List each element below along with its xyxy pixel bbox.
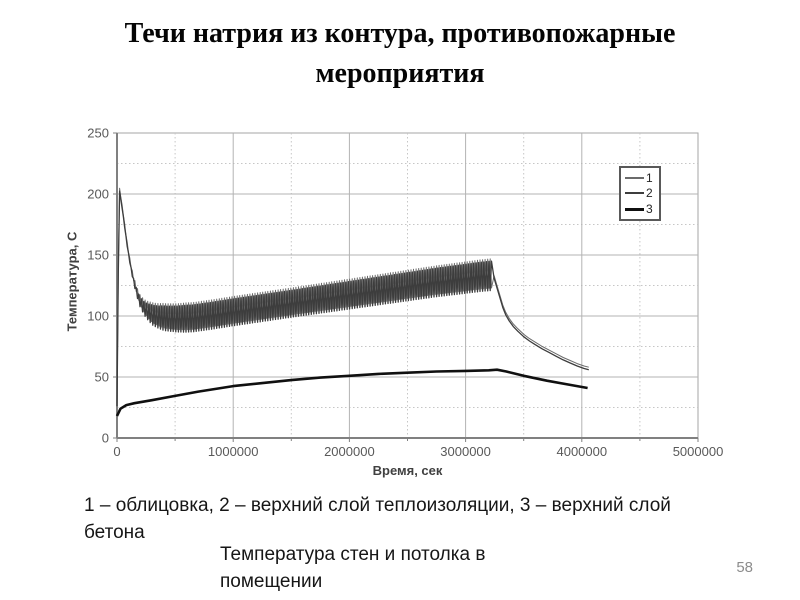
y-tick-label: 150 <box>87 248 109 263</box>
legend-item-1: 1 <box>625 172 656 184</box>
legend-label: 3 <box>646 202 653 217</box>
slide-title: Течи натрия из контура, противопожарные … <box>124 18 676 89</box>
legend-item-2: 2 <box>625 187 656 199</box>
legend-item-3: 3 <box>625 203 656 215</box>
chart-legend: 1 2 3 <box>619 166 661 221</box>
figure-subcaption: Температура стен и потолка в помещении <box>220 544 486 592</box>
legend-line-sample-1 <box>625 176 644 179</box>
y-tick-label: 250 <box>87 126 109 141</box>
series-line-2 <box>116 190 589 407</box>
x-tick-label: 1000000 <box>208 444 259 459</box>
figure-caption: 1 – облицовка, 2 – верхний слой теплоизо… <box>84 495 671 543</box>
legend-label: 2 <box>646 186 653 201</box>
x-tick-label: 2000000 <box>324 444 375 459</box>
legend-line-sample-3 <box>625 207 644 211</box>
x-tick-label: 3000000 <box>440 444 491 459</box>
x-tick-label: 4000000 <box>556 444 607 459</box>
legend-label: 1 <box>646 170 653 185</box>
y-tick-label: 0 <box>102 431 109 446</box>
series-line-1 <box>116 187 589 404</box>
y-tick-label: 200 <box>87 187 109 202</box>
x-tick-label: 5000000 <box>673 444 724 459</box>
chart-canvas: 0 1000000 2000000 3000000 4000000 5000000 0 50 1… <box>87 126 724 460</box>
x-tick-label: 0 <box>113 444 120 459</box>
series-line-3 <box>115 368 588 417</box>
legend-line-sample-2 <box>625 192 644 195</box>
page-number: 58 <box>736 559 753 576</box>
y-tick-label: 100 <box>87 309 109 324</box>
x-axis-title: Время, сек <box>372 463 443 478</box>
y-tick-label: 50 <box>95 370 109 385</box>
temperature-chart: 0 1000000 2000000 3000000 4000000 5000000 0 50 1… <box>65 115 740 490</box>
y-axis-title: Температура, С <box>64 231 80 332</box>
